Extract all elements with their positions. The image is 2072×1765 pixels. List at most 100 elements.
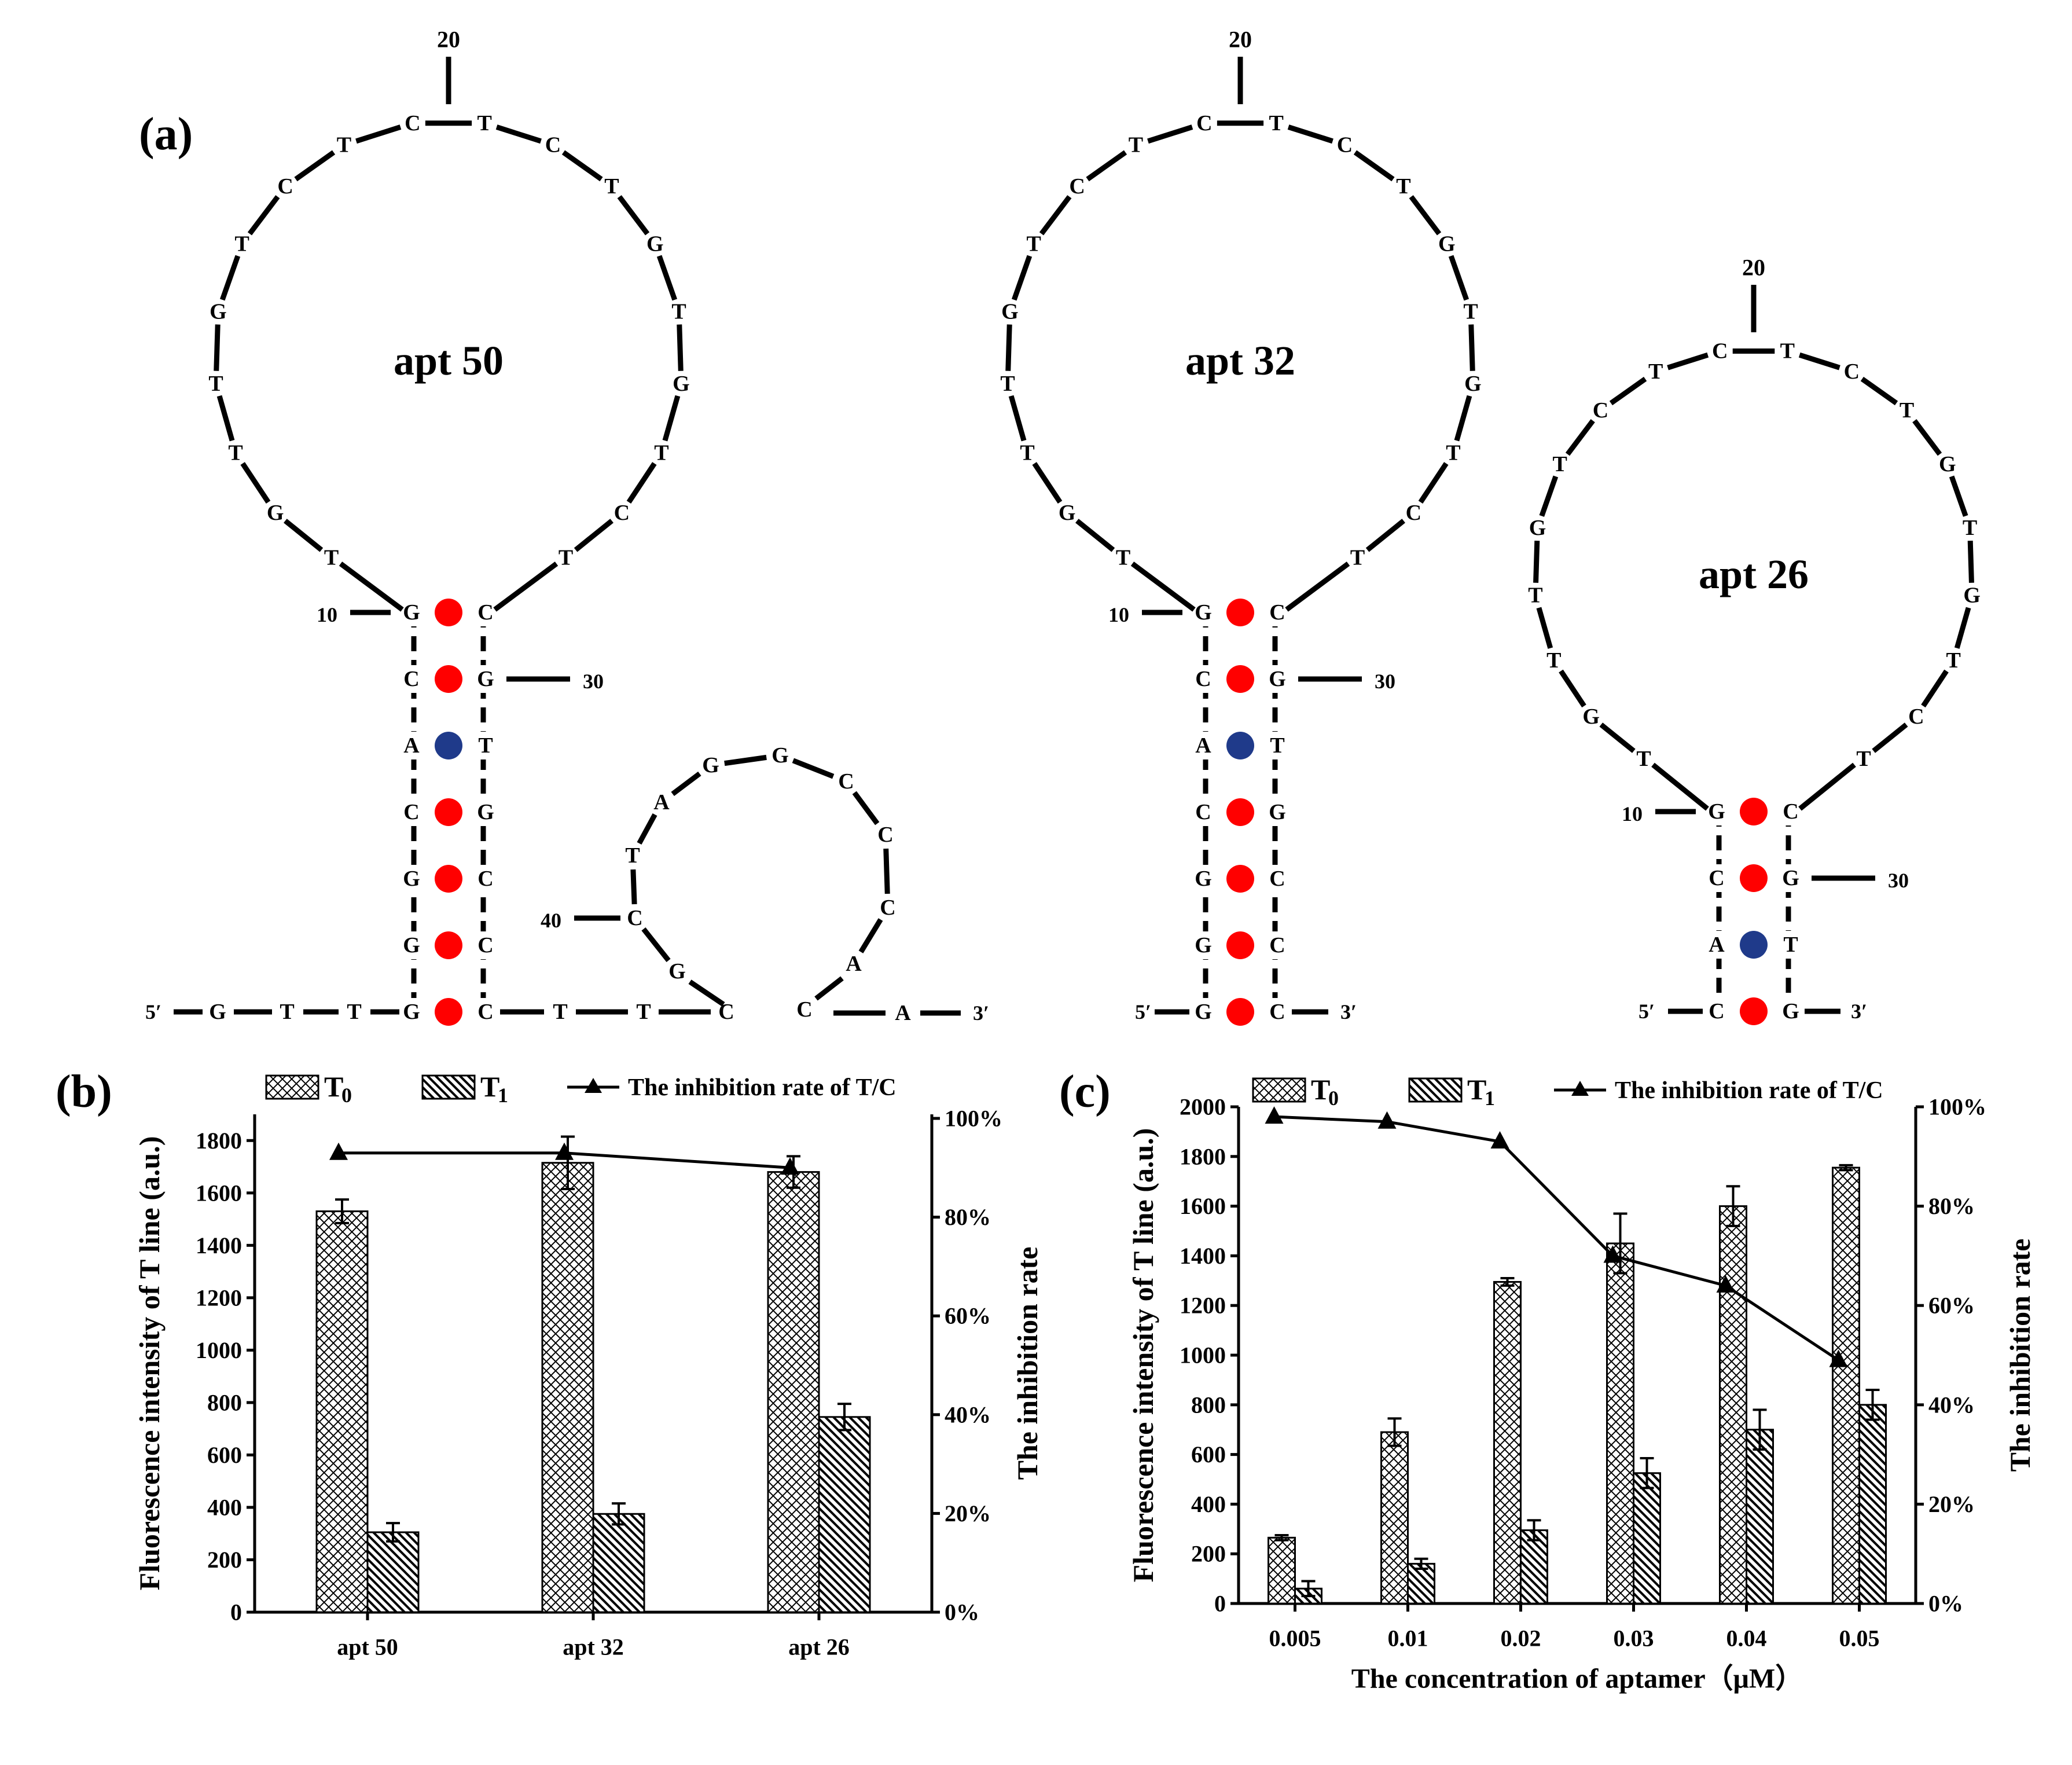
loop-base: G [210,300,227,324]
loop-backbone [561,150,603,182]
y-tick-label: 600 [207,1442,242,1468]
aptamer-name: apt 50 [394,337,504,384]
loop-backbone [1609,376,1647,406]
stem-base-3p: C [1269,867,1285,891]
y-tick-label: 1000 [196,1337,242,1363]
end-5prime: 5′ [1135,1000,1151,1023]
base-pair-dot [1226,998,1254,1026]
stem-base-3p: C [477,867,493,891]
tail-base-5p: T [347,1000,361,1024]
loop-backbone [1011,255,1033,301]
end-3prime: 3′ [973,1001,989,1025]
legend-label-t1: T [1467,1073,1486,1106]
y-tick-label: 1600 [1180,1193,1226,1219]
loop-backbone [1039,195,1072,236]
loop-base: T [1546,648,1561,673]
loop-base: T [604,174,619,199]
loop-base: T [671,300,686,324]
bar-t0 [1606,1242,1634,1605]
stem-base-5p: C [403,667,419,691]
stem-base-3p: C [1269,600,1285,625]
stem-label-bg [471,798,496,826]
bar-t0 [1719,1205,1747,1605]
x-tick-label: 0.01 [1388,1625,1428,1652]
stem-base-3p: C [477,1000,493,1024]
loop-base: T [1648,359,1663,384]
position-30: 30 [1375,670,1395,693]
base-pair-dot [1226,798,1254,826]
loop-base: T [654,441,668,465]
y-axis-label: Fluorescence intensity of T line (a.u.) [133,1136,166,1591]
stem-base-5p: G [403,867,420,891]
loop-backbone [1860,376,1898,406]
x-tick-label: apt 32 [563,1634,624,1660]
bar-t1 [1746,1429,1774,1605]
loop-base: C [545,133,561,157]
stem-base-5p: A [403,733,420,758]
loop-backbone [1912,419,1942,456]
inhibition-marker [1265,1106,1284,1124]
chart-c: 0 200 400 600 800 1000 1200 1400 1600 1800 2000 0% 2… [1127,1073,2036,1694]
bar-t1 [1520,1529,1548,1605]
stem-base-5p: A [1195,733,1211,758]
loop-base: G [1939,452,1956,476]
stem-base-5p: G [403,933,420,957]
y2-tick-label: 100% [945,1106,1002,1132]
loop-backbone [1075,519,1115,552]
end-3prime: 3′ [1340,1000,1357,1023]
stem-base-5p: G [403,600,420,625]
loop-backbone [617,195,650,236]
stem-label-bg [471,732,496,759]
y2-tick-label: 100% [1928,1094,1986,1120]
legend-sub-t0: 0 [1328,1087,1339,1110]
y-tick-label: 200 [1191,1541,1226,1567]
legend-swatch-t1 [1408,1077,1463,1103]
loop-base: T [1020,441,1034,465]
stem-label-bg [471,599,496,626]
hairpin2-backbone [792,758,835,779]
loop-backbone [240,462,271,504]
base-pair-dot [1740,864,1768,892]
legend-label-line: The inhibition rate of T/C [1615,1077,1883,1104]
base-pair-dot [1740,798,1768,825]
stem-base-3p: G [1782,866,1799,890]
stem-label-bg [401,998,427,1026]
stem-base-3p: G [477,800,494,824]
y2-tick-label: 0% [1928,1591,1963,1617]
legend-label-line: The inhibition rate of T/C [628,1074,897,1101]
y-tick-label: 2000 [1180,1094,1226,1120]
position-20: 20 [1742,255,1765,281]
loop-backbone [1798,352,1840,370]
y-tick-label: 1600 [196,1180,242,1206]
hairpin2-base: A [846,952,862,976]
stem-base-3p: T [1270,733,1284,758]
loop-backbone [495,124,542,144]
hairpin2-backbone [630,869,637,905]
bar-t0 [1380,1431,1409,1605]
loop-connector-3p [493,562,559,612]
x-tick-label: apt 26 [788,1634,850,1660]
loop-backbone [1409,195,1442,236]
loop-base: T [1963,516,1977,540]
loop-base: C [1844,359,1860,384]
x-tick-label: 0.005 [1269,1625,1321,1652]
stem-label-bg [401,732,427,759]
bar-t1 [1633,1472,1661,1605]
stem-base-3p: C [1269,1000,1285,1024]
loop-backbone [1949,475,1968,517]
y-tick-label: 1000 [1180,1342,1226,1368]
end-5prime: 5′ [145,1000,161,1023]
loop-base: C [1406,501,1421,525]
loop-base: T [1269,111,1283,135]
hairpin2-backbone [688,979,725,1007]
inhibition-marker [1716,1275,1735,1293]
y-tick-label: 1200 [196,1285,242,1311]
stem-label-bg [1262,798,1288,826]
base-pair-dot [1226,732,1254,759]
position-10: 10 [1622,802,1643,825]
hairpin2-base: C [627,906,642,930]
loop-base: T [235,232,249,256]
stem-label-bg [401,665,427,693]
loop-backbone [1536,607,1553,649]
